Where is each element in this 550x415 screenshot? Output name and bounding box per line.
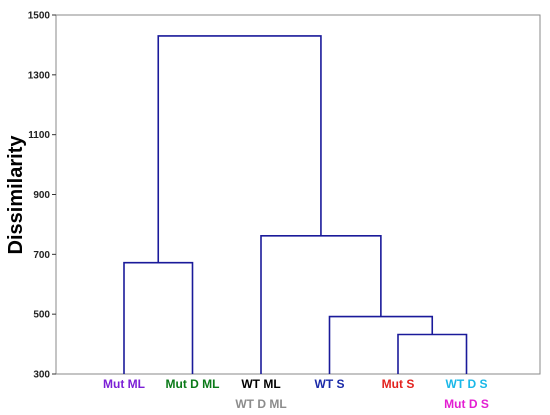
leaf-labels: Mut ML Mut D ML WT ML WT D ML WT S Mut S WT D … (103, 377, 489, 411)
y-tick-label: 1500 (28, 11, 51, 22)
leaf-label: Mut D ML (166, 377, 220, 391)
plot-frame (55, 14, 541, 375)
leaf-label: WT ML (241, 377, 280, 391)
y-tick-label: 1300 (28, 70, 51, 81)
dendrogram-link (123, 261, 194, 374)
dendrogram-link (157, 35, 322, 263)
leaf-label: WT D S (446, 377, 488, 391)
dendrogram-link (397, 333, 468, 374)
leaf-label: Mut S (382, 377, 415, 391)
dendrogram-links (123, 35, 468, 374)
leaf-label: Mut ML (103, 377, 145, 391)
leaf-label: Mut D S (444, 397, 489, 411)
y-tick-label: 900 (33, 190, 50, 201)
y-axis-label: Dissimilarity (5, 135, 27, 255)
leaf-label: WT D ML (235, 397, 286, 411)
dendrogram-link (328, 315, 434, 374)
leaf-label: WT S (315, 377, 345, 391)
y-axis: 300 500 700 900 1100 1300 1500 (28, 11, 56, 381)
y-tick-label: 700 (33, 250, 50, 261)
y-tick-label: 300 (33, 370, 50, 381)
y-tick-label: 500 (33, 310, 50, 321)
y-tick-label: 1100 (28, 130, 50, 141)
dendrogram-link (260, 234, 382, 374)
